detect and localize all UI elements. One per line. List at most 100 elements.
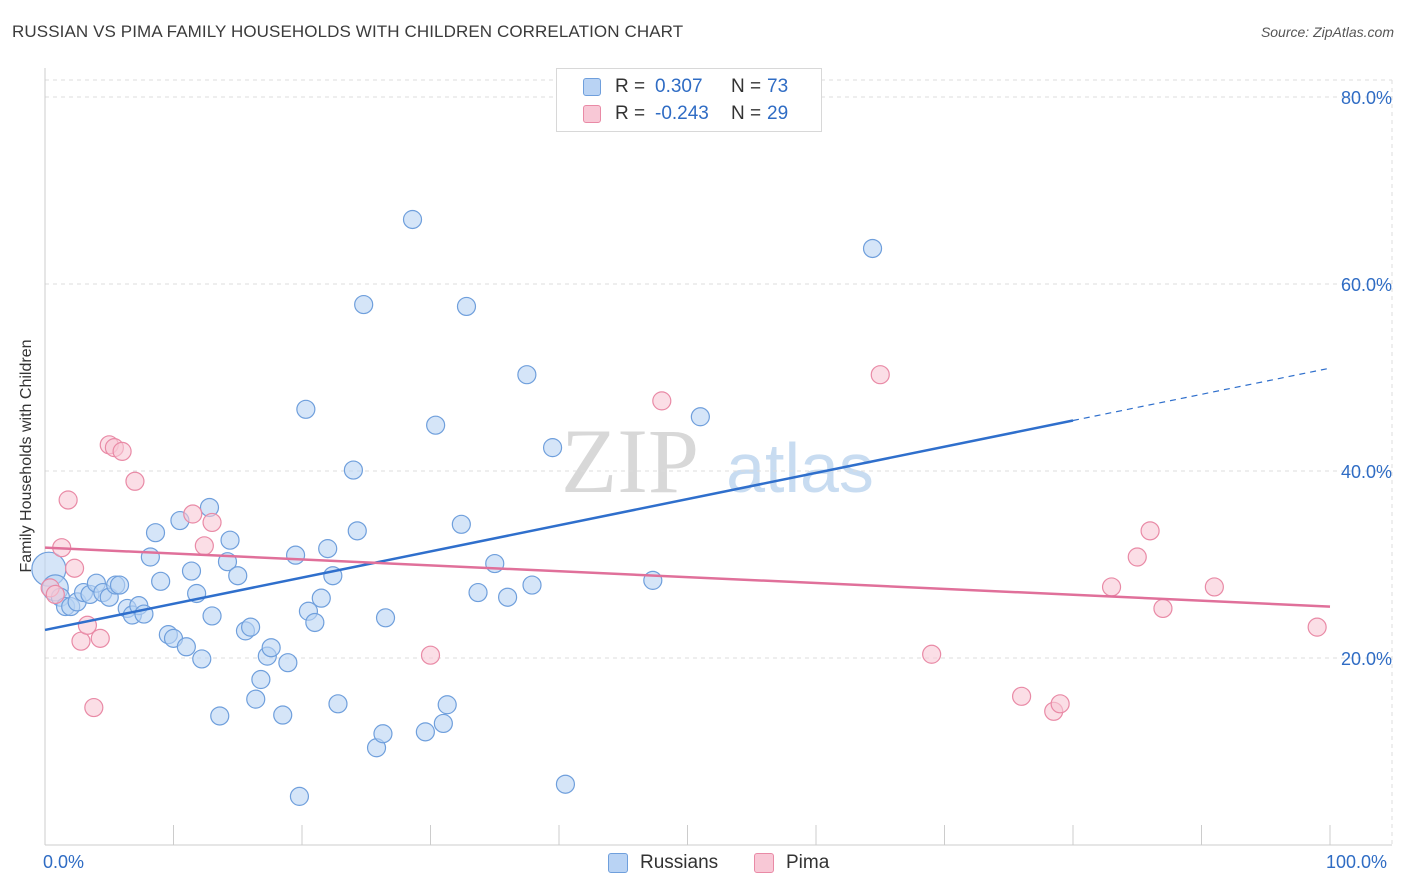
russians-point [192,649,212,669]
russians-point [415,722,435,742]
russians-point [228,566,248,586]
y-tick-label: 80.0% [1341,88,1392,108]
grid-lines [45,79,1393,845]
series-legend: Russians Pima [0,852,1406,876]
y-tick-label: 40.0% [1341,462,1392,482]
source-label: Source: ZipAtlas.com [1260,24,1394,40]
russians-point [289,786,310,806]
russians-point [375,608,396,628]
russians-point [522,575,542,595]
legend-label-russians: Russians [640,852,719,873]
legend-item-russians: Russians [608,852,718,874]
russians-point [305,612,325,633]
chart-title: RUSSIAN VS PIMA FAMILY HOUSEHOLDS WITH C… [12,22,684,41]
pima-point [1140,521,1160,541]
legend-swatch-pima [583,105,601,123]
pima-point [1011,686,1032,706]
pima-point [84,697,104,718]
y-tick-labels: 20.0% 40.0% 60.0% 80.0% [1341,88,1392,669]
pima-point [870,365,890,385]
watermark-zip: ZIP [561,410,699,512]
russians-point [542,438,563,458]
pima-point [922,644,942,664]
pima-series [40,365,1327,721]
pima-point [652,391,672,411]
pima-point [58,490,78,510]
russians-point [176,637,196,657]
legend-n-value: 73 [767,76,789,97]
pima-point [1050,694,1070,714]
trend-lines [44,367,1331,632]
russians-series [31,209,883,806]
russians-point [140,547,160,567]
russians-point [456,296,477,317]
russians-point [241,617,261,637]
russians-point [451,514,471,534]
russians-point [151,571,171,591]
russians-point [246,689,266,709]
russians-trend-line [44,419,1074,632]
axes [44,68,1392,846]
russians-point [862,238,883,259]
pima-point [1307,617,1327,637]
russians-point [437,695,457,715]
legend-r-value: -0.243 [655,103,709,124]
legend-swatch-russians [583,78,601,96]
legend-swatch-pima [754,853,774,873]
russians-point [373,724,393,744]
pima-point [1127,547,1147,567]
russians-point [220,530,240,550]
pima-trend-line [44,546,1331,608]
russians-point [433,713,453,734]
legend-row-pima: R = -0.243 N = 29 [583,103,788,125]
pima-point [202,512,222,533]
pima-point [1101,577,1122,597]
legend-label-pima: Pima [786,852,830,873]
pima-point [420,645,441,665]
legend-n-value: 29 [767,103,789,124]
pima-point [1204,577,1224,597]
pima-point [125,471,145,491]
legend-swatch-russians [608,853,628,873]
correlation-legend: R = 0.307 N = 73 R = -0.243 N = 29 [556,68,822,132]
y-tick-label: 20.0% [1341,649,1392,669]
legend-n-label: N = [731,76,762,97]
x-tick-label-max: 100.0% [1326,852,1388,872]
pima-point [1153,598,1173,619]
russians-point [296,399,316,419]
russians-point [555,774,576,794]
russians-point [273,705,293,725]
legend-item-pima: Pima [754,852,829,874]
russians-point [354,294,374,315]
russians-point [347,521,367,541]
russians-point [426,415,446,435]
russians-point [109,575,130,595]
pima-point [183,504,203,524]
russians-point [278,653,298,673]
russians-point [517,365,537,385]
pima-point [112,441,132,461]
russians-point [402,209,423,230]
pima-point [45,584,65,605]
pima-point [90,628,110,648]
pima-point [194,536,214,556]
legend-row-russians: R = 0.307 N = 73 [583,76,788,98]
legend-r-label: R = [615,76,646,97]
russians-point [210,706,230,726]
legend-n-label: N = [731,103,762,124]
russians-point [690,407,710,427]
russians-point [285,545,306,565]
russians-point [261,638,281,658]
y-tick-label: 60.0% [1341,275,1392,295]
russians-point [343,460,363,480]
russians-point [318,539,338,559]
russians-trend-extension [1072,367,1331,422]
x-tick-label-min: 0.0% [43,852,85,872]
russians-point [498,587,518,607]
pima-point [64,558,85,578]
russians-point [485,553,505,574]
watermark-atlas: atlas [726,429,874,507]
russians-point [251,669,271,690]
watermark: ZIP atlas [561,410,874,512]
